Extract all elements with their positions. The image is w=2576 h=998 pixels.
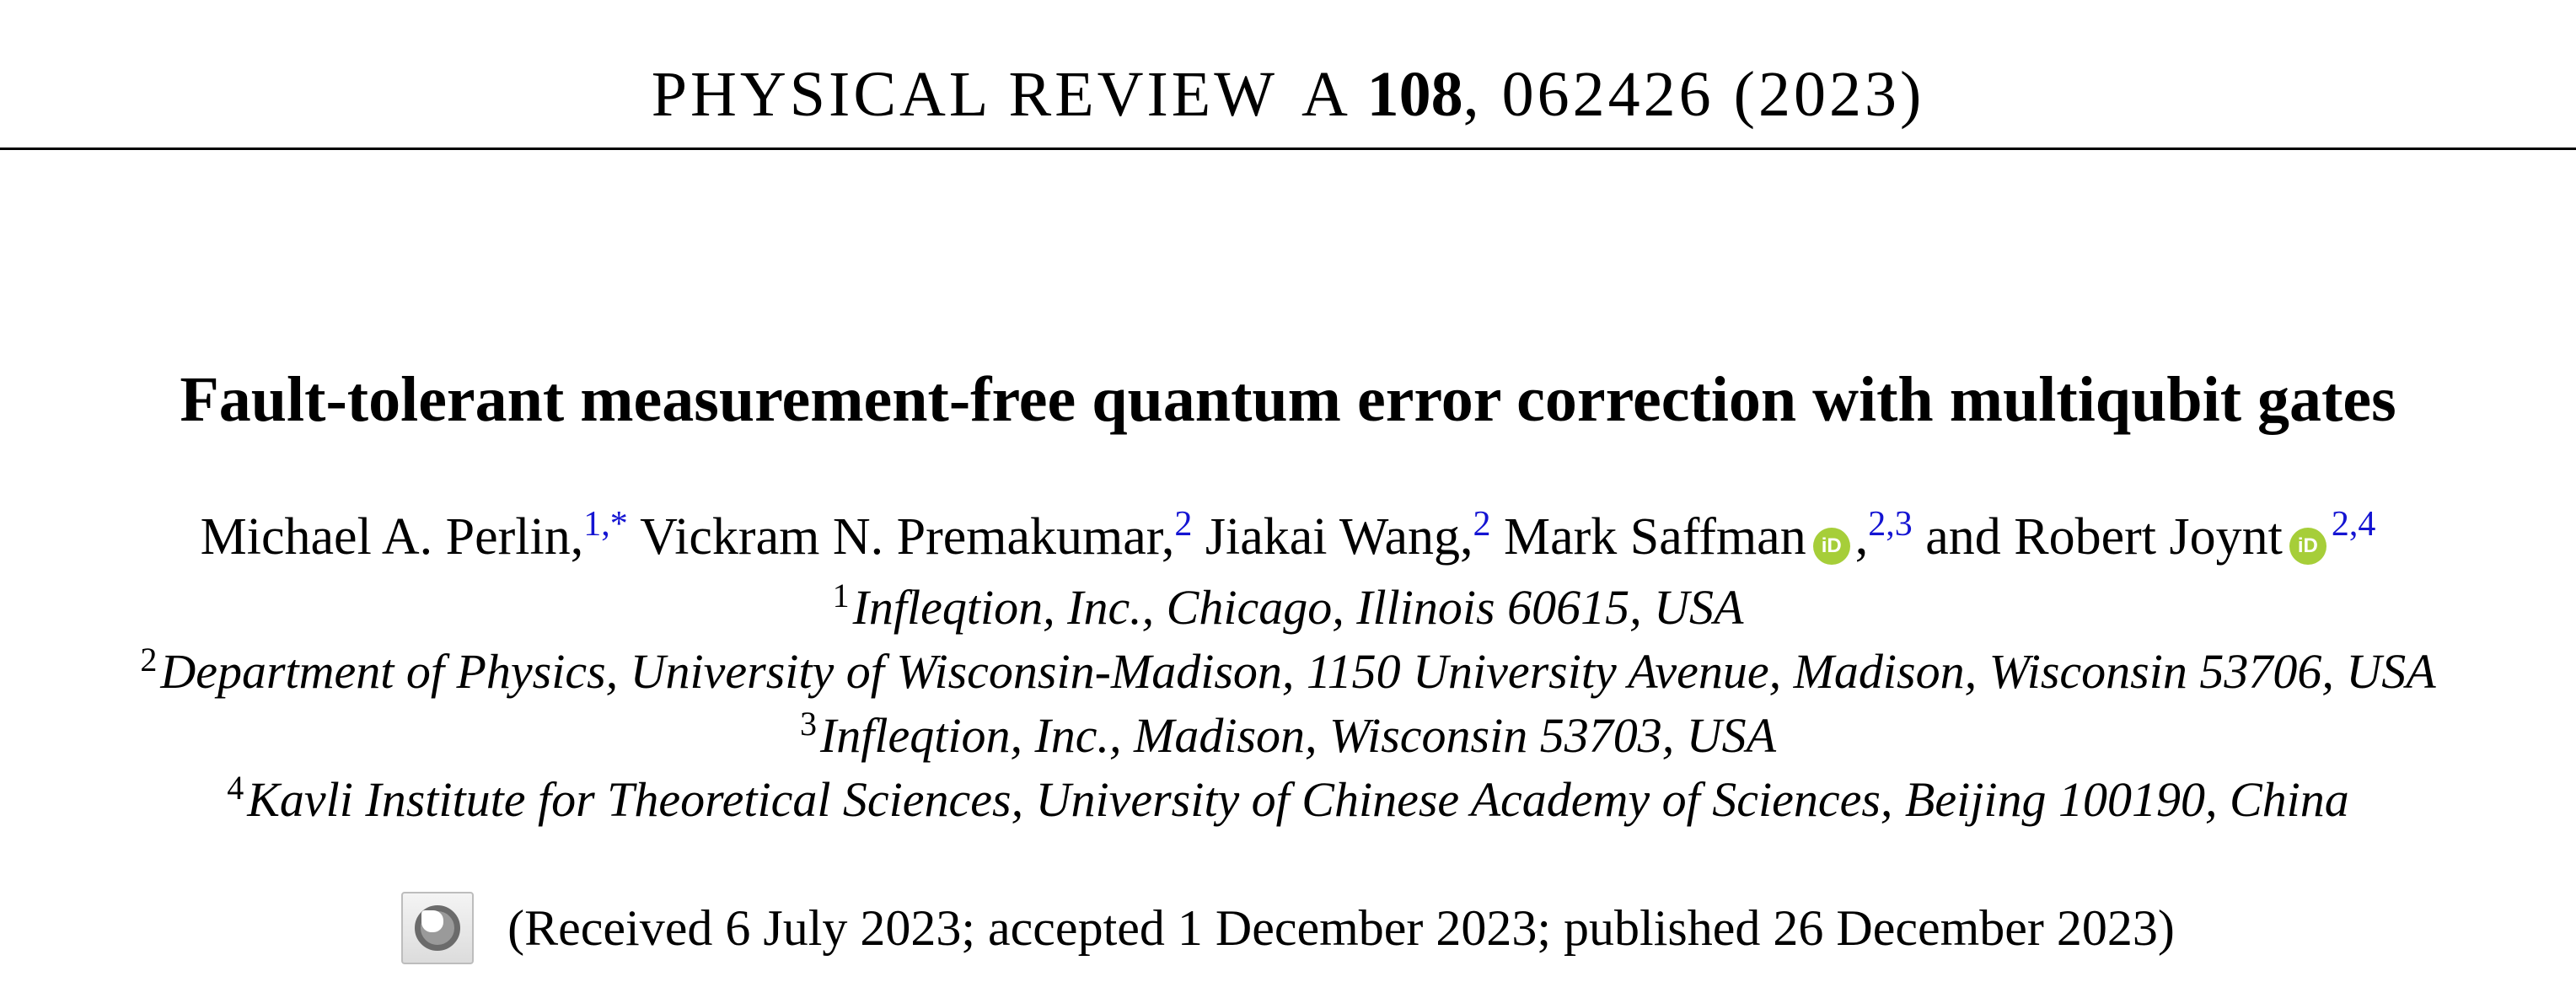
journal-name: PHYSICAL REVIEW [651, 59, 1278, 130]
affiliation-text: Department of Physics, University of Wis… [160, 644, 2436, 699]
author-name[interactable]: Mark Saffman [1503, 508, 1806, 566]
affiliation-link[interactable]: 2,4 [2331, 505, 2376, 544]
affiliation-1: 1Infleqtion, Inc., Chicago, Illinois 606… [0, 579, 2576, 635]
affiliation-3: 3Infleqtion, Inc., Madison, Wisconsin 53… [0, 707, 2576, 763]
journal-volume: 108 [1366, 59, 1463, 130]
affiliation-link[interactable]: 2 [1174, 505, 1193, 544]
affiliation-link[interactable]: 2,3 [1868, 505, 1913, 544]
affiliation-4: 4Kavli Institute for Theoretical Science… [0, 771, 2576, 827]
author-name[interactable]: Vickram N. Premakumar, [640, 508, 1175, 566]
orcid-icon[interactable]: iD [2289, 528, 2326, 565]
author-name[interactable]: Jiakai Wang, [1205, 508, 1473, 566]
author-list: Michael A. Perlin,1,* Vickram N. Premaku… [0, 507, 2576, 566]
journal-section: A [1301, 59, 1348, 130]
author-name[interactable]: and Robert Joynt [1925, 508, 2283, 566]
affiliation-link[interactable]: 1,* [583, 505, 628, 544]
affiliation-number: 3 [799, 705, 817, 743]
affiliation-number: 2 [140, 641, 158, 679]
check-for-updates-icon[interactable] [401, 892, 475, 964]
affiliation-text: Kavli Institute for Theoretical Sciences… [247, 772, 2349, 827]
orcid-icon[interactable]: iD [1812, 528, 1850, 565]
author-name[interactable]: Michael A. Perlin, [200, 508, 584, 566]
author-separator: , [1854, 508, 1869, 566]
affiliation-number: 4 [227, 769, 244, 807]
affiliation-number: 1 [832, 577, 850, 614]
affiliation-2: 2Department of Physics, University of Wi… [0, 643, 2576, 699]
affiliation-link[interactable]: 2 [1473, 505, 1491, 544]
article-number-year: , 062426 (2023) [1462, 59, 1925, 130]
header-rule [0, 148, 2576, 150]
affiliation-text: Infleqtion, Inc., Madison, Wisconsin 537… [819, 708, 1777, 763]
received-dates: (Received 6 July 2023; accepted 1 Decemb… [507, 900, 2175, 956]
paper-title: Fault-tolerant measurement-free quantum … [180, 364, 2396, 435]
publication-history: (Received 6 July 2023; accepted 1 Decemb… [0, 892, 2576, 964]
affiliation-text: Infleqtion, Inc., Chicago, Illinois 6061… [852, 580, 1744, 635]
journal-header: PHYSICAL REVIEW A 108, 062426 (2023) [0, 62, 2576, 126]
